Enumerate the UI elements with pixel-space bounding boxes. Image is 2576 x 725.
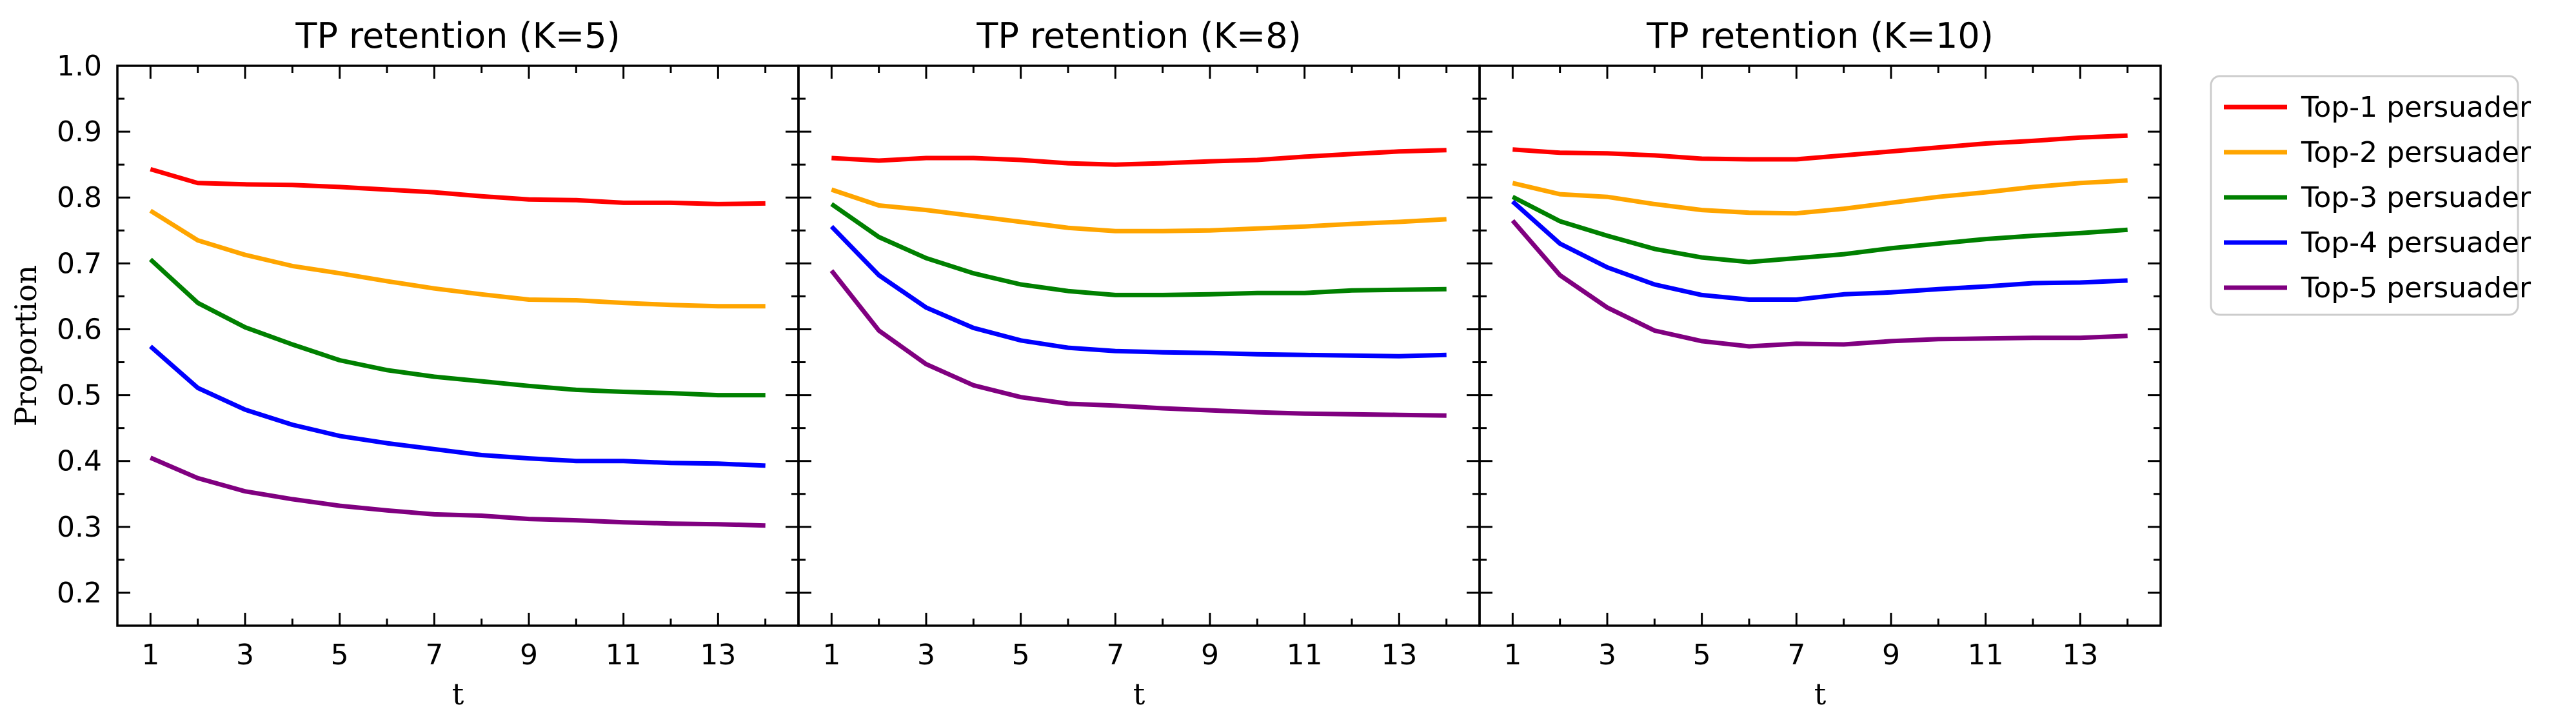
x-tick-label: 3 (236, 639, 254, 671)
x-tick-label: 5 (1012, 639, 1030, 671)
x-tick-label: 1 (822, 639, 840, 671)
series-line-top-1 (150, 166, 766, 206)
y-tick-label: 0.6 (57, 313, 102, 346)
x-tick-label: 1 (141, 639, 159, 671)
y-tick-label: 0.9 (57, 115, 102, 148)
x-tick-label: 13 (2062, 639, 2098, 671)
x-tick-label: 7 (1106, 639, 1124, 671)
x-tick-label: 13 (700, 639, 736, 671)
panel-3: TP retention (K=10)1 3 5 7 9 11 13t (1478, 15, 2162, 711)
panel-title: TP retention (K=5) (295, 15, 620, 56)
series-line-top-4 (829, 224, 1447, 359)
series-line-top-4 (1511, 199, 2128, 302)
legend-label-top-3: Top-3 persuader (2301, 181, 2531, 214)
x-axis-label: t (452, 677, 464, 711)
series-line-top-1 (831, 148, 1447, 167)
legend-label-top-2: Top-2 persuader (2301, 136, 2531, 169)
x-tick-label: 11 (606, 639, 642, 671)
series-line-top-4 (148, 344, 766, 468)
legend-label-top-4: Top-4 persuader (2301, 226, 2531, 259)
x-tick-label: 7 (1787, 639, 1805, 671)
y-tick-label: 1.0 (57, 50, 102, 83)
x-tick-label: 5 (1693, 639, 1711, 671)
legend-label-top-1: Top-1 persuader (2301, 91, 2531, 124)
x-tick-label: 9 (1201, 639, 1219, 671)
series-line-top-3 (148, 257, 766, 398)
y-tick-label: 0.4 (57, 445, 102, 478)
series-line-top-2 (1512, 178, 2128, 216)
series-line-top-3 (1511, 195, 2128, 264)
series-line-top-2 (149, 208, 766, 309)
y-tick-label: 0.3 (57, 511, 102, 544)
series-line-top-5 (1511, 219, 2128, 349)
y-tick-label: 0.2 (57, 577, 102, 610)
legend-label-top-5: Top-5 persuader (2301, 272, 2531, 304)
plot-frame (116, 65, 800, 627)
panel-title: TP retention (K=10) (1646, 15, 1994, 56)
y-tick-label: 0.8 (57, 181, 102, 214)
series-line-top-5 (829, 269, 1447, 418)
x-axis-label: t (1814, 677, 1827, 711)
x-tick-label: 1 (1503, 639, 1521, 671)
legend: Top-1 persuader Top-2 persuader Top-3 pers… (2210, 75, 2531, 316)
x-tick-label: 5 (331, 639, 349, 671)
legend-frame (2210, 75, 2519, 316)
x-tick-label: 3 (917, 639, 935, 671)
series-line-top-2 (831, 187, 1447, 233)
x-tick-label: 9 (1882, 639, 1900, 671)
x-tick-label: 13 (1381, 639, 1417, 671)
y-tick-label: 0.5 (57, 379, 102, 412)
y-tick-label: 0.7 (57, 247, 102, 280)
panel-title: TP retention (K=8) (976, 15, 1301, 56)
series-line-top-1 (1512, 133, 2128, 162)
x-tick-label: 9 (520, 639, 538, 671)
x-tick-label: 7 (425, 639, 443, 671)
x-tick-label: 11 (1287, 639, 1323, 671)
x-tick-label: 3 (1598, 639, 1616, 671)
x-tick-label: 11 (1968, 639, 2004, 671)
plot-frame (1478, 65, 2162, 627)
x-axis-label: t (1133, 677, 1145, 711)
panel-1: TP retention (K=5)1 3 5 7 9 11 13t (116, 15, 800, 711)
panel-2: TP retention (K=8)1 3 5 7 9 11 13t (797, 15, 1481, 711)
series-line-top-3 (830, 202, 1447, 297)
y-axis-label: Proportion (8, 265, 43, 426)
series-line-top-5 (149, 455, 766, 528)
